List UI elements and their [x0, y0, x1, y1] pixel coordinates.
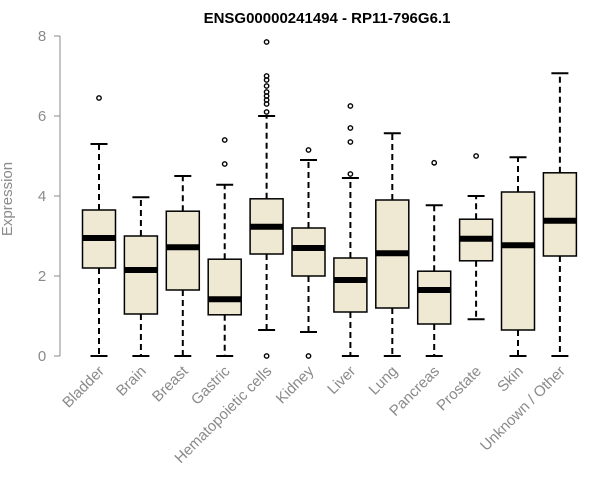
- chart-title: ENSG00000241494 - RP11-796G6.1: [204, 10, 451, 27]
- plot-area: [81, 39, 578, 359]
- x-category-label: Skin: [494, 363, 527, 396]
- iqr-box: [333, 257, 368, 313]
- box-group: [207, 137, 242, 357]
- box-group: [416, 159, 452, 357]
- outlier-point: [263, 353, 270, 359]
- y-tick-label: 4: [38, 188, 46, 205]
- box-group: [123, 196, 159, 357]
- outlier-point: [431, 159, 438, 166]
- iqr-box: [542, 172, 578, 257]
- x-category-label: Kidney: [273, 362, 318, 407]
- iqr-box: [123, 235, 159, 315]
- y-axis: 0 2 4 6 8: [38, 28, 61, 365]
- outlier-point: [347, 139, 354, 145]
- iqr-box: [207, 258, 242, 316]
- outlier-point: [263, 73, 270, 79]
- outlier-point: [263, 39, 270, 45]
- x-category-label: Breast: [149, 362, 192, 405]
- box-group: [333, 103, 368, 357]
- box-group: [165, 175, 201, 357]
- outlier-point: [347, 103, 354, 109]
- box-group: [249, 39, 284, 359]
- y-tick-label: 2: [38, 268, 46, 285]
- iqr-box: [291, 227, 326, 277]
- iqr-box: [416, 270, 452, 325]
- x-category-label: Liver: [324, 363, 359, 398]
- iqr-box: [500, 191, 536, 331]
- box-group: [542, 72, 578, 357]
- box-group: [81, 95, 117, 357]
- y-tick-label: 0: [38, 348, 46, 365]
- x-category-label: Lung: [366, 363, 402, 399]
- outlier-point: [221, 161, 228, 167]
- y-axis-label: Expression: [0, 162, 16, 236]
- box-group: [458, 153, 494, 321]
- box-group: [500, 156, 536, 357]
- box-group: [291, 147, 326, 359]
- outlier-point: [473, 153, 479, 159]
- box-group: [375, 132, 410, 357]
- y-tick-label: 8: [38, 28, 46, 45]
- iqr-box: [165, 210, 201, 291]
- outlier-point: [347, 171, 354, 177]
- outlier-point: [305, 147, 312, 153]
- outlier-point: [96, 95, 102, 101]
- outlier-point: [347, 125, 354, 131]
- outlier-point: [221, 137, 228, 143]
- outlier-point: [263, 83, 270, 89]
- x-category-label: Bladder: [59, 363, 108, 412]
- x-category-label: Brain: [113, 363, 150, 400]
- y-tick-label: 6: [38, 108, 46, 125]
- x-category-label: Prostate: [433, 363, 485, 415]
- outlier-point: [305, 353, 312, 359]
- outlier-point: [263, 89, 270, 95]
- outlier-point: [263, 109, 270, 115]
